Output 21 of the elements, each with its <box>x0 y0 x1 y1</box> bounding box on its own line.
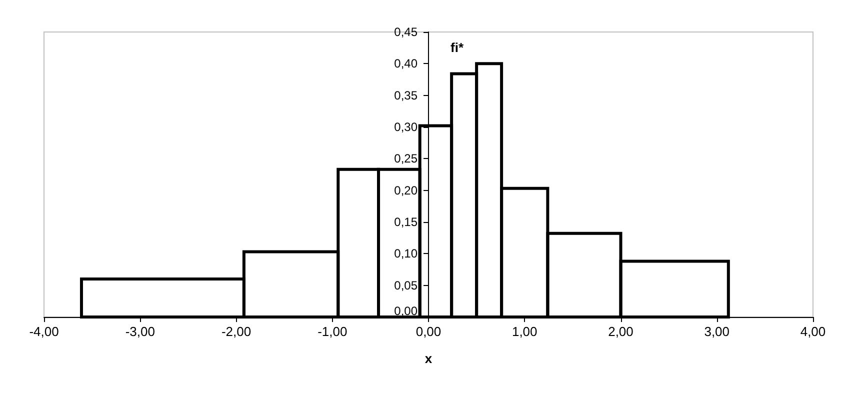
y-tick-label: 0,45 <box>394 25 418 39</box>
y-tick-label: 0,35 <box>394 88 418 102</box>
y-tick-label: 0,10 <box>394 246 418 261</box>
y-tick-label: 0,15 <box>394 215 418 229</box>
y-axis-title: fi* <box>450 40 464 55</box>
y-tick-label: 0,25 <box>394 152 418 166</box>
y-tick-label: 0,00 <box>394 304 418 318</box>
x-tick-label: 0,00 <box>416 324 442 339</box>
x-tick-label: 2,00 <box>608 324 634 339</box>
x-axis-title: x <box>424 351 433 366</box>
x-tick-label: -1,00 <box>318 324 348 339</box>
y-tick-label: 0,30 <box>394 120 418 134</box>
x-tick-label: 1,00 <box>512 324 538 339</box>
x-tick-label: -2,00 <box>221 324 252 339</box>
y-tick-label: 0,40 <box>394 56 418 71</box>
x-tick-label: 4,00 <box>800 324 826 339</box>
y-tick-label: 0,05 <box>394 278 418 292</box>
y-tick-label: 0,20 <box>394 183 418 198</box>
x-tick-label: -4,00 <box>29 324 59 339</box>
x-tick-label: 3,00 <box>704 324 730 339</box>
x-tick-label: -3,00 <box>125 324 155 339</box>
